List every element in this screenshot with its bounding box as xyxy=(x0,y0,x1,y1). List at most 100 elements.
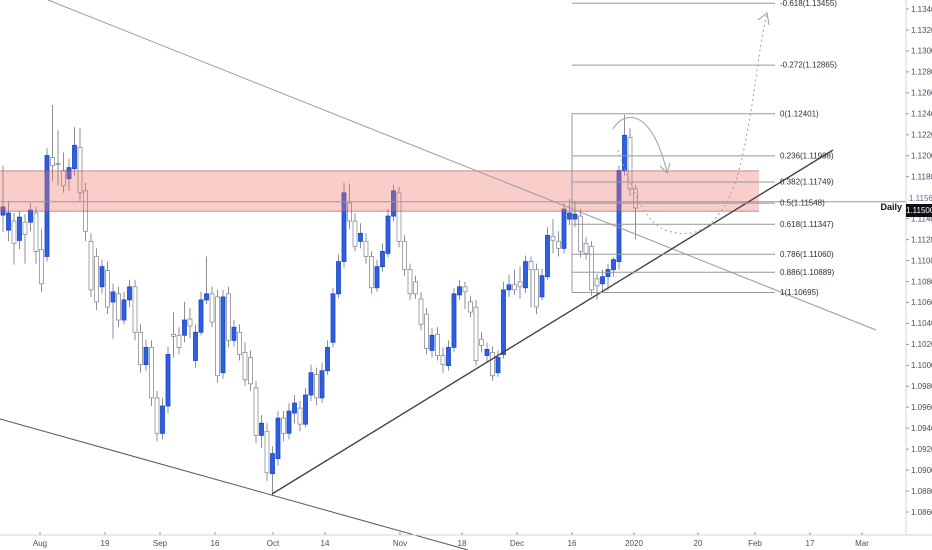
candle xyxy=(418,291,424,331)
candle xyxy=(622,114,627,176)
candle-body xyxy=(407,269,413,295)
candle-body xyxy=(314,374,319,399)
time-tick-label: Dec xyxy=(510,539,524,548)
descending-trendline[interactable] xyxy=(47,0,877,331)
candle-body xyxy=(292,402,297,414)
candle-body xyxy=(413,281,418,295)
candle-body xyxy=(297,407,303,425)
price-tick-label: 1.10000 xyxy=(911,361,932,370)
fib-level-label: 0.886(1.10889) xyxy=(780,268,835,277)
candle-body xyxy=(385,215,391,254)
time-tick-label: Feb xyxy=(748,539,762,548)
candle-body xyxy=(160,405,165,434)
candle-body xyxy=(457,286,462,296)
candle-body xyxy=(572,213,578,220)
candle xyxy=(490,346,495,381)
candle xyxy=(292,395,297,424)
candle-body xyxy=(363,240,369,257)
projection-arrow-head xyxy=(757,12,770,26)
candle xyxy=(193,324,198,368)
candle-body xyxy=(77,146,83,194)
candle-body xyxy=(341,192,347,262)
price-tick-label: 1.08800 xyxy=(911,487,932,496)
candle xyxy=(88,233,94,297)
candle-body xyxy=(182,319,187,336)
candle-body xyxy=(589,245,594,291)
candle xyxy=(446,340,451,371)
time-axis[interactable]: Aug 19 Sep 16 Oct 14 Nov 18 Dec 16 2020 20 Feb 17 Mar xyxy=(33,532,869,548)
fib-level-label: 0(1.12401) xyxy=(780,109,819,118)
candle xyxy=(248,350,253,391)
daily-ray-label: Daily xyxy=(880,202,902,212)
candle xyxy=(330,287,336,348)
candle-body xyxy=(28,209,33,223)
candle xyxy=(270,446,275,496)
candle xyxy=(176,327,182,355)
candle-body xyxy=(490,351,495,377)
price-tick-label: 1.09000 xyxy=(911,466,932,475)
candle-body xyxy=(204,293,209,301)
candle-body xyxy=(369,256,374,289)
candle-body xyxy=(44,155,50,257)
candle-body xyxy=(600,276,605,285)
price-tick-label: 1.11800 xyxy=(911,173,932,182)
candle xyxy=(308,364,314,401)
price-tick-label: 1.09800 xyxy=(911,382,932,391)
candle xyxy=(215,289,220,383)
candle-body xyxy=(215,296,220,377)
candle xyxy=(132,279,138,341)
candle-body xyxy=(578,215,583,252)
candle xyxy=(413,275,418,299)
candle xyxy=(545,227,550,280)
candle-body xyxy=(237,331,242,355)
projection-arrow[interactable] xyxy=(617,12,768,234)
price-tick-label: 1.12200 xyxy=(911,131,932,140)
fib-level-label: -0.272(1.12865) xyxy=(780,61,837,70)
candle-body xyxy=(484,348,490,356)
candle xyxy=(44,148,50,262)
time-tick-label: 20 xyxy=(694,539,703,548)
price-tick-label: 1.12600 xyxy=(911,89,932,98)
candle-body xyxy=(308,372,314,396)
candle-body xyxy=(583,242,589,254)
pullback-arrow[interactable] xyxy=(612,117,668,173)
candle-body xyxy=(380,250,385,267)
candle xyxy=(204,256,209,304)
candle xyxy=(242,342,248,386)
candle xyxy=(363,233,369,264)
candle xyxy=(605,263,611,290)
price-tick-label: 1.12000 xyxy=(911,152,932,161)
price-axis[interactable]: 1.13400 1.13200 1.13000 1.12800 1.12600 1.124… xyxy=(906,5,932,517)
candle xyxy=(572,200,578,228)
price-tick-label: 1.09600 xyxy=(911,403,932,412)
candle xyxy=(479,332,484,353)
candle-body xyxy=(561,208,567,249)
candle-body xyxy=(495,357,501,374)
candle-body xyxy=(264,430,270,474)
lower-descending-trendline[interactable] xyxy=(0,418,469,550)
time-tick-label: Oct xyxy=(267,539,280,548)
time-tick-label: 18 xyxy=(458,539,467,548)
candle xyxy=(286,403,292,440)
candle-body xyxy=(99,266,105,288)
candle xyxy=(358,223,363,249)
time-tick-label: Mar xyxy=(855,539,869,548)
candle-body xyxy=(374,266,380,289)
ascending-trendline[interactable] xyxy=(271,149,834,495)
candle-body xyxy=(231,326,237,341)
supply-zone[interactable] xyxy=(0,170,759,212)
candle xyxy=(209,286,215,328)
candle-body xyxy=(171,333,176,337)
candle xyxy=(633,184,638,240)
candle-body xyxy=(66,167,72,180)
candle xyxy=(369,251,374,294)
candle-body xyxy=(429,334,435,351)
candle-body xyxy=(220,296,226,374)
candle xyxy=(473,299,479,366)
candle xyxy=(501,281,506,359)
price-tick-label: 1.10800 xyxy=(911,277,932,286)
candle xyxy=(303,387,308,428)
candle-body xyxy=(143,346,149,365)
